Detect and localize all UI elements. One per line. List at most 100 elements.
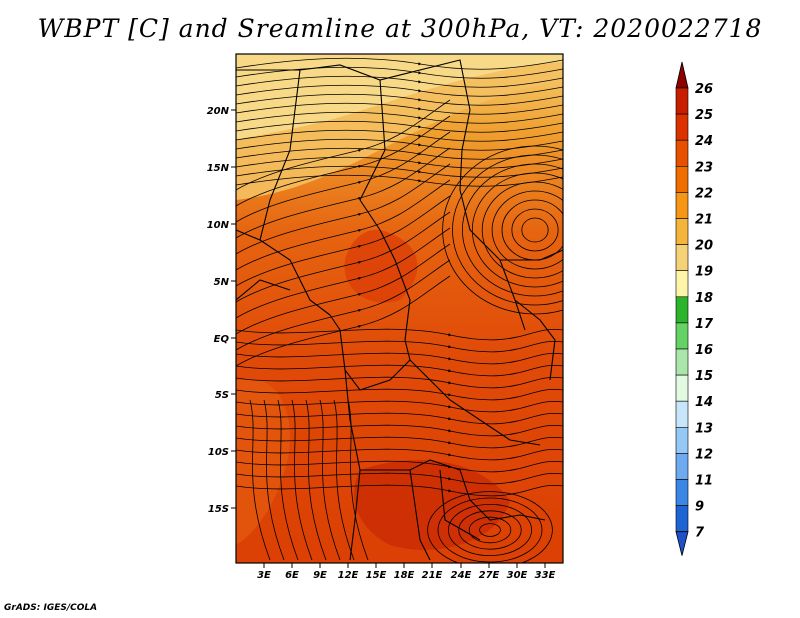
lat-tick-label: EQ bbox=[214, 334, 230, 345]
streamlines bbox=[236, 57, 563, 563]
streamline bbox=[236, 328, 563, 341]
colorbar-bottom-arrow bbox=[675, 531, 689, 556]
streamline bbox=[236, 484, 563, 497]
streamline bbox=[236, 115, 451, 207]
streamline bbox=[236, 243, 451, 335]
streamline bbox=[236, 340, 563, 353]
colorbar-label: 23 bbox=[695, 160, 713, 175]
streamline bbox=[236, 472, 563, 485]
streamline-vortex bbox=[458, 510, 522, 550]
map-frame bbox=[235, 53, 564, 564]
streamline bbox=[236, 102, 563, 115]
streamline bbox=[236, 179, 451, 271]
colorbar-label: 19 bbox=[695, 265, 713, 280]
colorbar-swatch bbox=[675, 218, 689, 245]
colorbar-label: 7 bbox=[695, 526, 705, 541]
lon-tick-label: 21E bbox=[422, 570, 443, 581]
lat-tick-label: 5N bbox=[214, 277, 230, 288]
streamline bbox=[236, 412, 563, 425]
colorbar: 26 25 24 23 22 21 20 19 18 17 16 15 14 13 12 11 9 7 bbox=[675, 61, 714, 556]
streamline bbox=[347, 399, 369, 561]
streamline-vortex bbox=[427, 491, 553, 563]
lat-tick-label: 15N bbox=[207, 163, 230, 174]
streamline bbox=[236, 448, 563, 461]
colorbar-label: 16 bbox=[695, 343, 713, 358]
streamline bbox=[236, 376, 563, 389]
chart-title: WBPT [C] and Sreamline at 300hPa, VT: 20… bbox=[37, 14, 763, 43]
streamline bbox=[236, 165, 563, 178]
lon-tick-label: 12E bbox=[338, 570, 359, 581]
streamline bbox=[236, 99, 451, 191]
streamline bbox=[236, 147, 563, 160]
lon-tick-label: 6E bbox=[285, 570, 299, 581]
colorbar-swatch bbox=[675, 322, 689, 350]
lat-tick-label: 10N bbox=[207, 220, 230, 231]
streamline bbox=[236, 163, 451, 255]
colorbar-swatch bbox=[675, 400, 689, 428]
latitude-axis: 20N 15N 10N 5N EQ 5S 10S 15S bbox=[207, 106, 236, 515]
streamline-vortex bbox=[521, 217, 549, 243]
streamline bbox=[236, 400, 563, 413]
streamline bbox=[236, 120, 563, 133]
lat-tick-label: 15S bbox=[208, 504, 229, 515]
lon-tick-label: 30E bbox=[507, 570, 528, 581]
colorbar-swatch bbox=[675, 426, 689, 454]
colorbar-label: 13 bbox=[695, 421, 713, 436]
streamline bbox=[236, 147, 451, 239]
colorbar-label: 26 bbox=[695, 82, 713, 97]
streamline bbox=[333, 399, 355, 561]
colorbar-swatch bbox=[675, 296, 689, 324]
colorbar-swatch bbox=[675, 244, 689, 272]
streamline bbox=[236, 75, 563, 88]
colorbar-label: 12 bbox=[695, 447, 713, 462]
colorbar-label: 21 bbox=[695, 213, 713, 228]
colorbar-swatch bbox=[675, 348, 689, 376]
colorbar-label: 9 bbox=[695, 500, 704, 515]
streamline bbox=[236, 227, 451, 319]
colorbar-swatch bbox=[675, 87, 689, 115]
colorbar-swatch bbox=[675, 374, 689, 402]
streamline-vortex bbox=[479, 523, 501, 537]
streamline-vortex bbox=[442, 145, 563, 315]
streamline bbox=[236, 211, 451, 303]
colorbar-top-arrow bbox=[675, 61, 689, 89]
lon-tick-label: 15E bbox=[366, 570, 387, 581]
map-panel bbox=[236, 54, 563, 563]
streamline-vortex bbox=[481, 181, 563, 279]
streamline bbox=[291, 399, 313, 561]
colorbar-swatch bbox=[675, 479, 689, 506]
wbpt-band-23 bbox=[344, 229, 418, 303]
streamline bbox=[236, 275, 451, 367]
colorbar-label: 24 bbox=[695, 134, 713, 149]
streamline bbox=[236, 131, 451, 223]
streamline bbox=[236, 93, 563, 106]
streamline-vortex bbox=[491, 190, 563, 270]
colorbar-swatch bbox=[675, 166, 689, 193]
colorbar-swatch bbox=[675, 270, 689, 298]
lon-tick-label: 3E bbox=[257, 570, 271, 581]
colorbar-label: 25 bbox=[695, 108, 713, 123]
colorbar-swatch bbox=[675, 453, 689, 480]
colorbar-label: 22 bbox=[695, 186, 713, 201]
streamline-vortex bbox=[447, 503, 532, 556]
streamline-vortex bbox=[511, 208, 559, 252]
streamline bbox=[236, 111, 563, 124]
streamline bbox=[249, 399, 271, 561]
longitude-axis: 3E 6E 9E 12E 15E 18E 21E 24E 27E 30E 33E bbox=[257, 563, 556, 581]
lat-tick-label: 5S bbox=[215, 390, 229, 401]
grads-credit: GrADS: IGES/COLA bbox=[4, 603, 98, 613]
colorbar-swatch bbox=[675, 139, 689, 167]
streamline-vortex bbox=[462, 163, 563, 297]
colorbar-label: 17 bbox=[695, 317, 714, 332]
colorbar-label: 14 bbox=[695, 395, 713, 410]
streamline bbox=[319, 399, 341, 561]
colorbar-label: 20 bbox=[695, 239, 713, 254]
streamline-vortex bbox=[471, 172, 563, 288]
streamline-vortex bbox=[437, 497, 543, 563]
streamline bbox=[236, 460, 563, 473]
streamline bbox=[236, 138, 563, 151]
streamline bbox=[236, 259, 451, 351]
streamline bbox=[236, 436, 563, 449]
lon-tick-label: 33E bbox=[535, 570, 556, 581]
